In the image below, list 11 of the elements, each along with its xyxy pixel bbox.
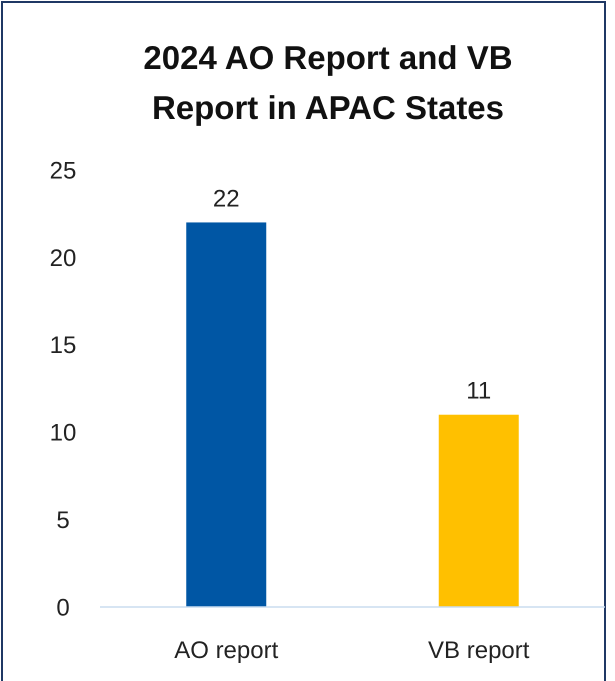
y-tick-label: 20 (50, 244, 76, 272)
y-tick-label: 10 (50, 420, 76, 447)
x-tick-label: AO report (174, 637, 279, 664)
y-tick-label: 0 (56, 594, 70, 622)
y-tick-label: 5 (56, 507, 70, 534)
y-tick-label: 25 (50, 157, 76, 184)
x-tick-label: VB report (428, 637, 530, 664)
data-label: 22 (212, 185, 240, 212)
data-label: 11 (466, 378, 492, 405)
chart-title: 2024 AO Report and VB Report in APAC States (143, 39, 513, 126)
y-tick-label: 15 (50, 332, 76, 360)
